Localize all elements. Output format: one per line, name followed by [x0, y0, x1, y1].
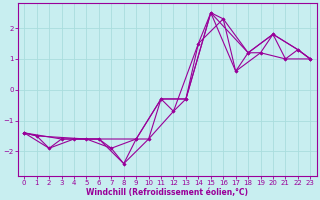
- X-axis label: Windchill (Refroidissement éolien,°C): Windchill (Refroidissement éolien,°C): [86, 188, 248, 197]
